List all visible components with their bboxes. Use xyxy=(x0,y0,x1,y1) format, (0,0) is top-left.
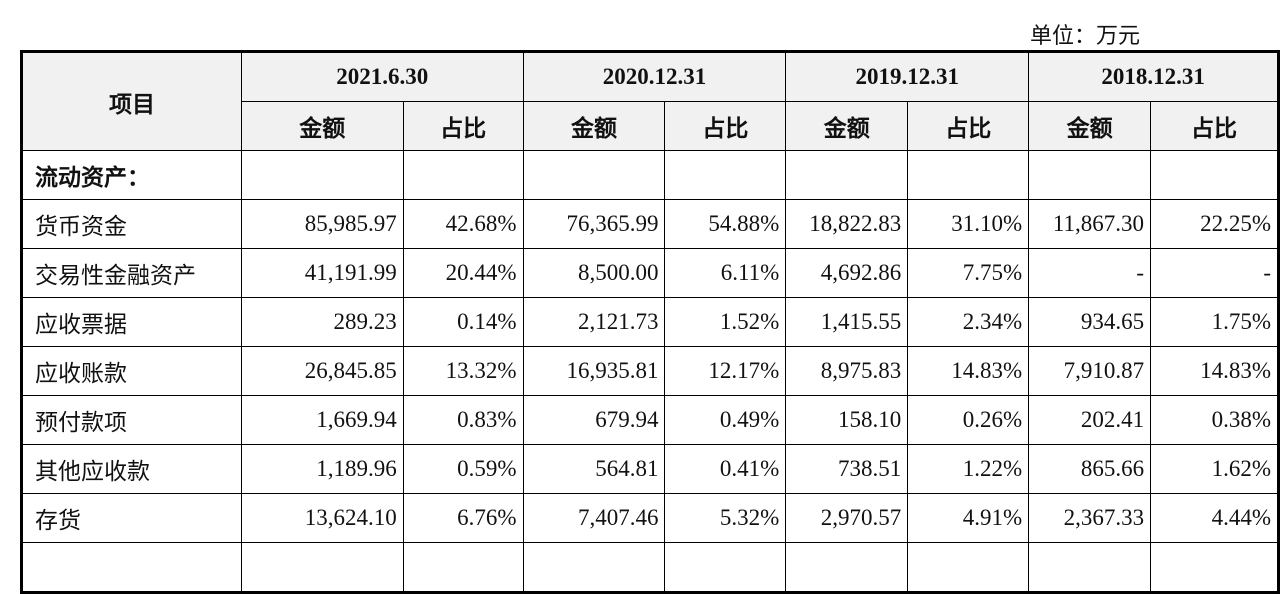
amount-cell: 7,910.87 xyxy=(1028,346,1152,396)
table-row: 存货 13,624.10 6.76% 7,407.46 5.32% 2,970.57 4.9… xyxy=(21,493,1279,543)
ratio-cell: 0.49% xyxy=(664,395,787,445)
ratio-cell: 4.44% xyxy=(1150,493,1279,543)
row-label: 预付款项 xyxy=(21,395,242,445)
header-amount: 金额 xyxy=(522,101,666,151)
table-row: 应收票据 289.23 0.14% 2,121.73 1.52% 1,415.55 2.34… xyxy=(21,297,1279,347)
section-row: 流动资产： xyxy=(21,150,1279,200)
ratio-cell: 54.88% xyxy=(664,199,787,249)
header-ratio: 占比 xyxy=(402,101,524,151)
amount-cell: 85,985.97 xyxy=(240,199,404,249)
amount-cell: 289.23 xyxy=(240,297,404,347)
header-ratio: 占比 xyxy=(664,101,787,151)
ratio-cell: 5.32% xyxy=(664,493,787,543)
amount-cell: 679.94 xyxy=(522,395,666,445)
header-amount: 金额 xyxy=(240,101,404,151)
row-label: 交易性金融资产 xyxy=(21,248,242,298)
header-ratio: 占比 xyxy=(907,101,1030,151)
ratio-cell: 0.83% xyxy=(402,395,524,445)
amount-cell: 41,191.99 xyxy=(240,248,404,298)
header-period: 2021.6.30 xyxy=(240,51,524,102)
ratio-cell: - xyxy=(1150,248,1279,298)
amount-cell: 564.81 xyxy=(522,444,666,494)
amount-cell: 158.10 xyxy=(785,395,909,445)
ratio-cell: 14.83% xyxy=(907,346,1030,396)
table-row xyxy=(21,542,1279,593)
ratio-cell: 14.83% xyxy=(1150,346,1279,396)
table-row: 其他应收款 1,189.96 0.59% 564.81 0.41% 738.51 1.22%… xyxy=(21,444,1279,494)
table-row: 交易性金融资产 41,191.99 20.44% 8,500.00 6.11% 4,692… xyxy=(21,248,1279,298)
row-label: 其他应收款 xyxy=(21,444,242,494)
amount-cell: 2,367.33 xyxy=(1028,493,1152,543)
amount-cell: - xyxy=(1028,248,1152,298)
amount-cell: 16,935.81 xyxy=(522,346,666,396)
amount-cell: 738.51 xyxy=(785,444,909,494)
ratio-cell: 2.34% xyxy=(907,297,1030,347)
amount-cell: 934.65 xyxy=(1028,297,1152,347)
row-label: 应收票据 xyxy=(21,297,242,347)
ratio-cell: 0.59% xyxy=(402,444,524,494)
header-period: 2020.12.31 xyxy=(522,51,787,102)
amount-cell: 8,500.00 xyxy=(522,248,666,298)
amount-cell: 4,692.86 xyxy=(785,248,909,298)
amount-cell: 2,970.57 xyxy=(785,493,909,543)
header-period: 2018.12.31 xyxy=(1028,51,1279,102)
amount-cell: 1,415.55 xyxy=(785,297,909,347)
header-amount: 金额 xyxy=(785,101,909,151)
amount-cell: 7,407.46 xyxy=(522,493,666,543)
row-label: 存货 xyxy=(21,493,242,543)
ratio-cell: 0.38% xyxy=(1150,395,1279,445)
table-row: 预付款项 1,669.94 0.83% 679.94 0.49% 158.10 0.26% 2… xyxy=(21,395,1279,445)
amount-cell: 11,867.30 xyxy=(1028,199,1152,249)
ratio-cell: 12.17% xyxy=(664,346,787,396)
amount-cell: 13,624.10 xyxy=(240,493,404,543)
amount-cell: 2,121.73 xyxy=(522,297,666,347)
header-item: 项目 xyxy=(21,51,242,151)
table-row: 应收账款 26,845.85 13.32% 16,935.81 12.17% 8,975.… xyxy=(21,346,1279,396)
ratio-cell: 1.52% xyxy=(664,297,787,347)
amount-cell: 865.66 xyxy=(1028,444,1152,494)
ratio-cell: 7.75% xyxy=(907,248,1030,298)
row-label: 货币资金 xyxy=(21,199,242,249)
header-period: 2019.12.31 xyxy=(785,51,1030,102)
ratio-cell: 0.41% xyxy=(664,444,787,494)
amount-cell: 26,845.85 xyxy=(240,346,404,396)
ratio-cell: 0.14% xyxy=(402,297,524,347)
amount-cell: 1,189.96 xyxy=(240,444,404,494)
section-title: 流动资产： xyxy=(21,150,242,200)
amount-cell: 8,975.83 xyxy=(785,346,909,396)
ratio-cell: 22.25% xyxy=(1150,199,1279,249)
ratio-cell: 0.26% xyxy=(907,395,1030,445)
amount-cell: 1,669.94 xyxy=(240,395,404,445)
amount-cell: 18,822.83 xyxy=(785,199,909,249)
ratio-cell: 1.62% xyxy=(1150,444,1279,494)
ratio-cell: 6.11% xyxy=(664,248,787,298)
ratio-cell: 42.68% xyxy=(402,199,524,249)
amount-cell: 76,365.99 xyxy=(522,199,666,249)
header-amount: 金额 xyxy=(1028,101,1152,151)
unit-label: 单位：万元 xyxy=(1030,23,1141,48)
ratio-cell: 4.91% xyxy=(907,493,1030,543)
amount-cell: 202.41 xyxy=(1028,395,1152,445)
row-label: 应收账款 xyxy=(21,346,242,396)
current-assets-table: 项目 2021.6.30 2020.12.31 2019.12.31 2018.… xyxy=(20,50,1280,594)
ratio-cell: 20.44% xyxy=(402,248,524,298)
header-ratio: 占比 xyxy=(1150,101,1279,151)
ratio-cell: 1.22% xyxy=(907,444,1030,494)
ratio-cell: 13.32% xyxy=(402,346,524,396)
ratio-cell: 1.75% xyxy=(1150,297,1279,347)
table-row: 货币资金 85,985.97 42.68% 76,365.99 54.88% 18,822… xyxy=(21,199,1279,249)
ratio-cell: 31.10% xyxy=(907,199,1030,249)
ratio-cell: 6.76% xyxy=(402,493,524,543)
